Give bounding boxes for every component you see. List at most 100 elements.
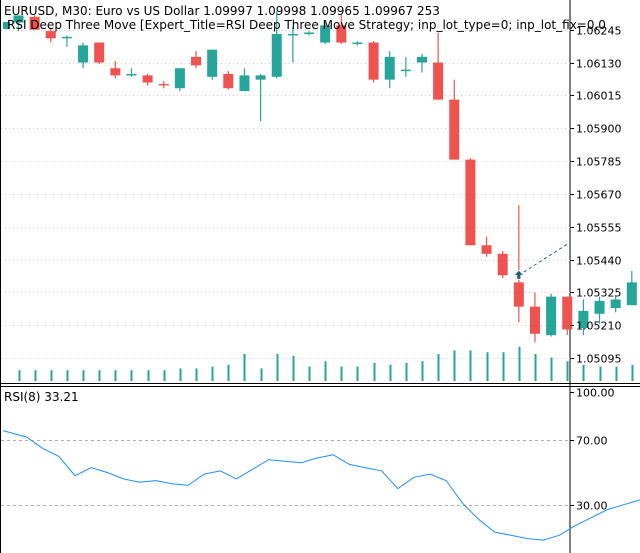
- candle-body: [239, 75, 250, 92]
- candle: [78, 42, 89, 69]
- candle: [336, 13, 347, 44]
- symbol-header: EURUSD, M30: Euro vs US Dollar 1.09997 1…: [4, 4, 440, 18]
- candle-body: [78, 45, 89, 63]
- candle: [562, 296, 573, 336]
- candle-body: [626, 282, 637, 306]
- candle: [449, 79, 460, 160]
- candle-body: [481, 245, 492, 254]
- candle: [465, 158, 476, 246]
- candle-body: [578, 310, 589, 329]
- candle: [578, 299, 589, 336]
- candle: [45, 28, 56, 43]
- candle: [239, 68, 250, 92]
- candle-body: [13, 15, 24, 23]
- candle: [29, 15, 40, 30]
- candle-body: [546, 296, 557, 336]
- candle-body: [142, 75, 153, 83]
- candle: [110, 61, 121, 79]
- candle: [417, 53, 427, 73]
- price-tick-label: 1.06245: [576, 25, 622, 38]
- candle: [368, 41, 379, 83]
- candle-body: [368, 42, 379, 80]
- rsi-axis: 100.00 70.00 30.00: [570, 387, 615, 513]
- candle-body: [352, 42, 363, 45]
- candle-body: [610, 299, 621, 309]
- price-tick-label: 1.06015: [576, 90, 622, 103]
- trade-dotted-line: [518, 241, 571, 276]
- price-tick-label: 1.05670: [576, 189, 622, 202]
- candle-body: [529, 306, 540, 334]
- candle: [497, 250, 508, 279]
- candle-body: [126, 73, 137, 76]
- candle: [271, 11, 282, 79]
- candle-body: [320, 25, 331, 43]
- candle-body: [110, 68, 121, 76]
- candle-body: [384, 56, 395, 80]
- candle-body: [433, 62, 444, 100]
- candle-body: [191, 56, 202, 66]
- trade-markers: [512, 241, 571, 280]
- candle: [594, 296, 605, 324]
- candle-body: [255, 75, 266, 80]
- candle-body: [271, 33, 282, 77]
- rsi-tick-label: 30.00: [576, 500, 608, 513]
- rsi-label: RSI(8) 33.21: [4, 390, 79, 404]
- candle-body: [207, 49, 218, 77]
- candle: [191, 51, 202, 69]
- main-grid: [1, 30, 570, 359]
- candle: [287, 26, 298, 63]
- candle-body: [497, 253, 508, 276]
- candle: [320, 22, 331, 44]
- candle-body: [287, 33, 298, 36]
- candle-body: [45, 31, 56, 39]
- candle: [255, 73, 266, 122]
- candle: [400, 56, 411, 77]
- price-tick-label: 1.05095: [576, 353, 622, 366]
- price-tick-label: 1.05900: [576, 123, 622, 136]
- candle: [223, 71, 234, 90]
- candle-body: [562, 296, 573, 330]
- candle: [384, 51, 395, 89]
- candle-body: [223, 73, 234, 89]
- candle: [529, 292, 540, 343]
- candle: [513, 205, 524, 323]
- price-tick-label: 1.05785: [576, 156, 622, 169]
- candle: [126, 68, 137, 77]
- candle: [174, 68, 185, 92]
- candles: [13, 11, 637, 343]
- candle: [207, 49, 218, 80]
- candle: [142, 73, 153, 86]
- rsi-levels: [1, 440, 570, 506]
- price-tick-label: 1.05325: [576, 287, 622, 300]
- candle: [13, 15, 24, 32]
- candle: [610, 295, 621, 313]
- candle-body: [29, 16, 40, 30]
- price-tick-label: 1.05210: [576, 320, 622, 333]
- rsi-tick-label: 70.00: [576, 435, 608, 448]
- rsi-tick-label: 100.00: [576, 387, 615, 400]
- candle-body: [449, 99, 460, 160]
- candle-body: [94, 42, 105, 63]
- price-tick-label: 1.06130: [576, 58, 622, 71]
- candle-body: [158, 83, 169, 86]
- candle: [61, 35, 72, 47]
- candle-body: [513, 282, 524, 307]
- candle-body: [594, 300, 605, 314]
- expert-header: RSI Deep Three Move [Expert_Title=RSI De…: [7, 18, 606, 32]
- candle: [352, 41, 363, 46]
- candle-body: [336, 25, 347, 43]
- rsi-line-layer: [2, 430, 640, 541]
- rsi-line: [2, 430, 640, 541]
- candle: [158, 81, 169, 89]
- price-tick-label: 1.05555: [576, 222, 622, 235]
- candle-body: [61, 36, 72, 39]
- candle: [304, 31, 315, 36]
- candle: [626, 270, 637, 306]
- candle: [433, 32, 444, 100]
- candle-body: [304, 32, 315, 35]
- price-axis: 1.06245 1.06130 1.06015 1.05900 1.05785 1.056…: [570, 25, 622, 366]
- candle-body: [417, 56, 427, 63]
- candle: [481, 236, 492, 257]
